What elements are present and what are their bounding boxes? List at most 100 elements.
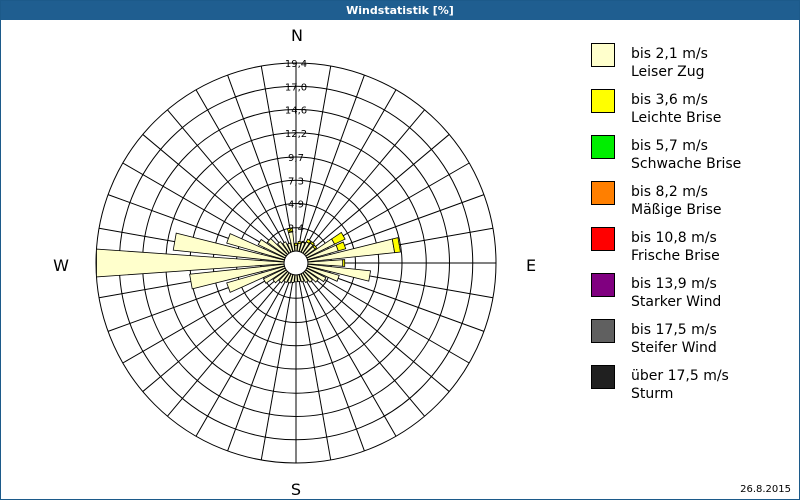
grid-spoke [195,273,291,437]
wind-bar [331,231,346,245]
legend-swatch [591,227,615,251]
wind-bar [257,238,287,259]
grid-spoke [297,274,332,461]
direction-e: E [526,256,536,275]
grid-spoke [301,89,397,253]
legend-item: bis 13,9 m/s Starker Wind [591,273,791,313]
legend-swatch [591,43,615,67]
wind-bar [294,244,298,252]
grid-spoke [167,271,289,417]
legend-item: bis 10,8 m/s Frische Brise [591,227,791,267]
chart-title: Windstatistik [%] [1,1,799,20]
grid-spoke [227,274,293,452]
legend-item: bis 3,6 m/s Leichte Brise [591,89,791,129]
wind-bar [335,241,347,252]
wind-bar [305,238,312,244]
ring-label: 9,7 [288,153,304,164]
wind-bar [290,274,296,284]
wind-bar [294,242,298,246]
legend-swatch [591,181,615,205]
legend-label: Sturm [631,386,674,402]
direction-w: W [53,256,69,275]
wind-bar [262,267,287,284]
wind-bar [391,237,401,254]
wind-bar [286,227,294,234]
legend-item: bis 8,2 m/s Mäßige Brise [591,181,791,221]
grid-spoke [304,134,450,256]
legend-swatch [591,135,615,159]
wind-bar [297,240,302,245]
legend-speed: bis 8,2 m/s [631,184,708,200]
ring-label: 7,3 [288,176,304,187]
legend-label: Starker Wind [631,294,722,310]
legend-speed: bis 10,8 m/s [631,230,717,246]
legend-swatch [591,365,615,389]
grid-spoke [297,65,332,252]
wind-bar [272,269,288,284]
wind-bar [276,240,290,255]
ring-label: 12,2 [285,129,307,140]
wind-bar [226,265,286,293]
ring-label: 4,9 [288,200,304,211]
ring-label: 2,4 [288,224,304,235]
wind-bar [312,244,318,250]
grid-spoke [260,274,295,461]
grid-spoke [306,268,470,364]
wind-rose-chart: 2,4 4,9 7,3 9,7 12,2 14,6 17,0 19,4 N E S W [53,26,536,499]
wind-bar [283,272,292,284]
legend-item: über 17,5 m/s Sturm [591,365,791,405]
ring-label: 17,0 [285,82,307,93]
grid-spoke [167,109,289,255]
wind-bar [307,263,372,282]
ring-labels: 2,4 4,9 7,3 9,7 12,2 14,6 17,0 19,4 [285,59,307,235]
wind-bar [296,274,302,283]
grid-spoke [227,74,293,252]
wind-bar [305,267,327,283]
legend-swatch [591,273,615,297]
legend-label: Leiser Zug [631,64,705,80]
legend-label: Schwache Brise [631,156,742,172]
wind-bar [266,237,288,257]
legend-item: bis 2,1 m/s Leiser Zug [591,43,791,83]
grid-spoke [260,65,295,252]
grid-spoke [303,271,425,417]
legend-item: bis 5,7 m/s Schwache Brise [591,135,791,175]
grid-spoke [299,74,365,252]
wind-bar [342,259,346,267]
wind-bar [309,240,316,246]
wind-bar [172,232,285,263]
legend-speed: bis 3,6 m/s [631,92,708,108]
grid-spoke [304,270,450,392]
grid [95,62,497,464]
legend-swatch [591,319,615,343]
direction-s: S [291,480,301,499]
grid-spoke [142,270,288,392]
legend-speed: bis 17,5 m/s [631,322,717,338]
ring-label: 14,6 [285,106,307,117]
wind-bar [282,241,292,254]
legend-label: Mäßige Brise [631,202,722,218]
grid-spoke [122,268,286,364]
wind-bar [287,273,294,284]
grid-spoke [122,162,286,258]
wind-bar [294,274,298,283]
legend-label: Leichte Brise [631,110,722,126]
legend-speed: bis 2,1 m/s [631,46,708,62]
legend-label: Steifer Wind [631,340,717,356]
wind-bar [304,269,319,283]
wind-bar [278,271,290,284]
legend-item: bis 17,5 m/s Steifer Wind [591,319,791,359]
wind-bar [301,240,306,244]
wind-bar [306,265,340,282]
grid-spoke [303,109,425,255]
wind-bar [300,272,309,284]
wind-bar [298,273,305,283]
legend-label: Frische Brise [631,248,720,264]
legend-swatch [591,89,615,113]
legend-speed: über 17,5 m/s [631,368,729,384]
wind-bar [96,248,285,278]
grid-spoke [142,134,288,256]
direction-n: N [291,26,303,45]
grid-spoke [299,274,365,452]
